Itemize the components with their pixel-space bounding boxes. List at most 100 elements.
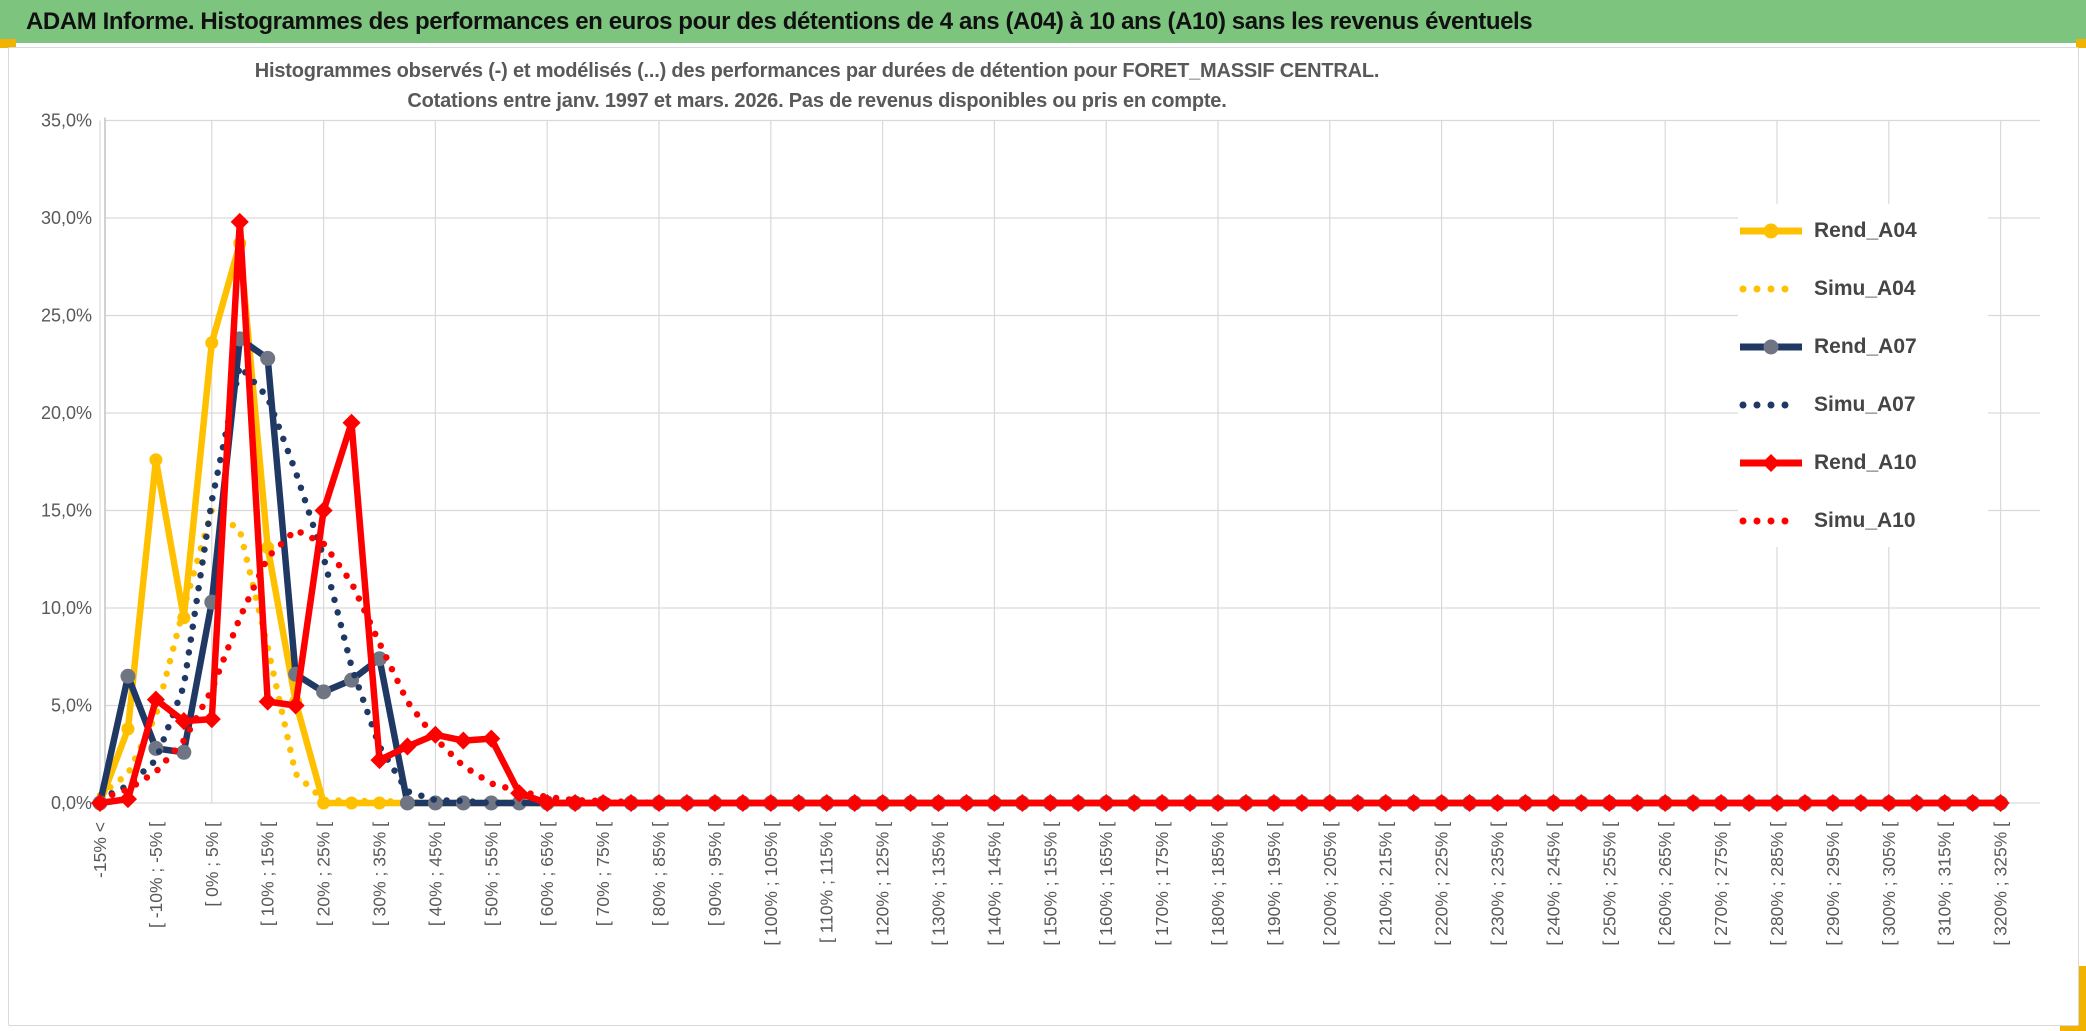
legend-swatch-rend_a07: [1740, 339, 1802, 354]
y-tick-label: 15,0%: [41, 501, 92, 521]
series-rend_a10: [90, 212, 2010, 813]
x-tick-label: [ 80% ; 85% [: [649, 822, 669, 926]
x-tick-label: [ 250% ; 255% [: [1599, 822, 1619, 946]
legend-item-simu_a07[interactable]: Simu_A07: [1738, 384, 1988, 425]
x-tick-label: [ 280% ; 285% [: [1767, 822, 1787, 946]
legend-label-rend_a04: Rend_A04: [1814, 218, 1917, 242]
marker-rend_a04: [205, 336, 219, 350]
marker-rend_a10: [286, 696, 305, 715]
x-tick-label: -15% <: [90, 822, 110, 878]
chart-legend: Rend_A04 Simu_A04 Rend_A07 Simu_A07 Rend_A10…: [1738, 204, 1988, 547]
x-tick-label: [ 120% ; 125% [: [873, 822, 893, 946]
x-tick-label: [ 240% ; 245% [: [1543, 822, 1563, 946]
marker-rend_a07: [260, 350, 276, 366]
legend-label-simu_a04: Simu_A04: [1814, 276, 1916, 300]
marker-rend_a07: [483, 795, 499, 811]
legend-label-rend_a10: Rend_A10: [1814, 450, 1917, 474]
y-tick-label: 35,0%: [41, 111, 92, 131]
marker-rend_a10: [202, 710, 221, 729]
x-tick-label: [ 300% ; 305% [: [1879, 822, 1899, 946]
marker-rend_a07: [120, 668, 136, 684]
y-tick-label: 25,0%: [41, 306, 92, 326]
chart-title-line1: Histogrammes observés (-) et modélisés (…: [254, 60, 1380, 82]
marker-rend_a07: [176, 744, 192, 760]
series-simu_a10: [96, 526, 2004, 807]
x-tick-label: [ 150% ; 155% [: [1040, 822, 1060, 946]
line-simu_a07: [96, 359, 2004, 807]
x-tick-label: [ 190% ; 195% [: [1264, 822, 1284, 946]
x-tick-label: [ 50% ; 55% [: [481, 822, 501, 926]
marker-rend_a07: [372, 651, 387, 667]
line-rend_a04: [96, 240, 2004, 807]
marker-rend_a07: [399, 795, 415, 811]
legend-swatch-rend_a04: [1740, 223, 1802, 238]
marker-rend_a10: [342, 413, 361, 432]
y-tick-label: 10,0%: [41, 598, 92, 618]
x-tick-label: [ 70% ; 75% [: [593, 822, 613, 926]
legend-item-rend_a07[interactable]: Rend_A07: [1738, 326, 1988, 367]
x-tick-label: [ -10% ; -5% [: [146, 822, 166, 928]
x-tick-label: [ 320% ; 325% [: [1991, 822, 2011, 946]
marker-rend_a07: [511, 795, 527, 811]
legend-label-simu_a07: Simu_A07: [1814, 392, 1916, 416]
x-tick-label: [ 0% ; 5% [: [202, 822, 222, 907]
legend-swatch-simu_a07: [1739, 401, 1803, 408]
marker-rend_a10: [258, 692, 277, 711]
line-rend_a07: [96, 335, 2004, 807]
window-title-bar: ADAM Informe. Histogrammes des performan…: [0, 0, 2086, 43]
x-tick-label: [ 60% ; 65% [: [537, 822, 557, 926]
x-tick-label: [ 100% ; 105% [: [761, 822, 781, 946]
x-tick-label: [ 90% ; 95% [: [705, 822, 725, 926]
gold-accent-bottom-edge[interactable]: [2060, 1021, 2086, 1031]
x-tick-label: [ 220% ; 225% [: [1432, 822, 1452, 946]
x-tick-label: [ 310% ; 315% [: [1935, 822, 1955, 946]
y-tick-label: 5,0%: [51, 696, 92, 716]
x-tick-label: [ 230% ; 235% [: [1488, 822, 1508, 946]
marker-rend_a10: [314, 501, 333, 520]
marker-rend_a07: [316, 684, 332, 700]
y-tick-label: 20,0%: [41, 403, 92, 423]
x-tick-label: [ 210% ; 215% [: [1376, 822, 1396, 946]
x-tick-label: [ 290% ; 295% [: [1823, 822, 1843, 946]
x-tick-label: [ 130% ; 135% [: [929, 822, 949, 946]
x-tick-label: [ 270% ; 275% [: [1711, 822, 1731, 946]
legend-swatch-rend_a10: [1740, 453, 1802, 472]
x-tick-label: [ 160% ; 165% [: [1096, 822, 1116, 946]
legend-swatch-simu_a04: [1739, 285, 1803, 292]
marker-rend_a04: [149, 453, 163, 467]
marker-rend_a10: [230, 212, 249, 231]
x-tick-label: [ 10% ; 15% [: [258, 822, 278, 926]
x-tick-label: [ 170% ; 175% [: [1152, 822, 1172, 946]
marker-rend_a10: [454, 731, 473, 750]
x-tick-label: [ 110% ; 115% [: [817, 822, 837, 943]
line-simu_a10: [96, 526, 2004, 807]
series-simu_a07: [96, 359, 2004, 807]
x-tick-label: [ 260% ; 265% [: [1655, 822, 1675, 946]
gold-accent-right-edge[interactable]: [2077, 966, 2086, 1031]
y-tick-label: 30,0%: [41, 208, 92, 228]
x-tick-label: [ 30% ; 35% [: [370, 822, 390, 926]
x-tick-label: [ 140% ; 145% [: [984, 822, 1004, 946]
legend-label-rend_a07: Rend_A07: [1814, 334, 1917, 358]
legend-item-rend_a10[interactable]: Rend_A10: [1738, 442, 1988, 483]
legend-item-simu_a04[interactable]: Simu_A04: [1738, 268, 1988, 309]
legend-label-simu_a10: Simu_A10: [1814, 508, 1916, 532]
gold-accent-top-left: [0, 39, 16, 48]
chart-area-frame: [8, 47, 2079, 1026]
x-tick-label: [ 40% ; 45% [: [425, 822, 445, 926]
chart-title-line2: Cotations entre janv. 1997 et mars. 2026…: [407, 90, 1227, 112]
series-rend_a04: [93, 236, 2008, 810]
x-axis-tick-labels: -15% < [ -10% ; -5% [ [ 0% ; 5% [ [ 10% ; 1…: [90, 822, 2011, 946]
y-axis-tick-labels: 0,0% 5,0% 10,0% 15,0% 20,0% 25,0% 30,0% 35,0%: [41, 111, 92, 814]
x-tick-label: [ 180% ; 185% [: [1208, 822, 1228, 946]
line-rend_a10: [96, 218, 2004, 807]
legend-item-simu_a10[interactable]: Simu_A10: [1738, 500, 1988, 541]
marker-rend_a04: [121, 722, 135, 736]
legend-swatch-simu_a10: [1739, 517, 1803, 524]
x-tick-label: [ 20% ; 25% [: [314, 822, 334, 926]
marker-rend_a10: [118, 790, 138, 809]
gold-accent-top-right: [2076, 39, 2086, 48]
legend-item-rend_a04[interactable]: Rend_A04: [1738, 210, 1988, 251]
